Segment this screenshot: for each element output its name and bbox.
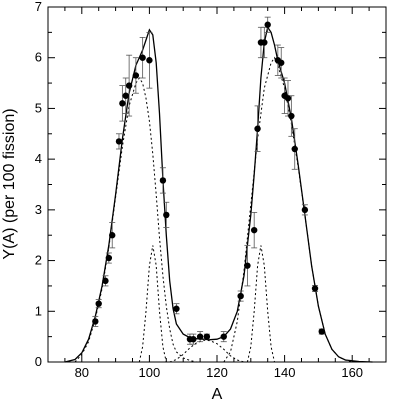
data-point xyxy=(102,277,109,285)
data-point xyxy=(196,333,204,340)
data-point xyxy=(139,54,146,61)
y-tick-label: 6 xyxy=(35,50,42,65)
data-point xyxy=(119,100,126,107)
component-curve-4 xyxy=(246,245,275,363)
data-point xyxy=(132,72,140,79)
data-point xyxy=(311,285,319,292)
y-tick-label: 3 xyxy=(35,202,42,217)
data-point xyxy=(173,305,180,312)
data-point xyxy=(288,112,295,120)
data-point xyxy=(159,177,167,184)
x-axis-label: A xyxy=(212,386,223,403)
data-point xyxy=(284,95,292,102)
data-point xyxy=(250,226,258,234)
total-fit-line xyxy=(64,25,373,363)
data-point xyxy=(254,125,261,132)
curves-layer xyxy=(64,25,373,363)
plot-frame xyxy=(47,6,387,363)
component-curve-2 xyxy=(138,245,167,363)
x-tick-label: 80 xyxy=(75,365,89,380)
y-tick-label: 1 xyxy=(35,303,42,318)
data-point xyxy=(190,335,197,343)
data-point xyxy=(278,59,285,66)
error-bars-layer xyxy=(92,16,325,345)
data-point xyxy=(125,82,133,89)
x-tick-label: 140 xyxy=(274,365,296,380)
data-point xyxy=(115,138,123,145)
x-tick-label: 160 xyxy=(341,365,363,380)
data-point xyxy=(264,21,271,28)
data-point xyxy=(95,300,102,307)
data-point xyxy=(220,333,227,340)
data-point xyxy=(203,333,211,340)
data-point xyxy=(244,262,251,269)
data-point xyxy=(318,328,325,335)
component-curve-3 xyxy=(169,339,245,363)
data-point xyxy=(261,39,268,46)
y-tick-label: 7 xyxy=(35,0,42,14)
y-axis-label: Y(A) (per 100 fission) xyxy=(1,108,18,259)
data-point xyxy=(109,232,116,239)
data-point xyxy=(301,206,309,214)
x-tick-label: 100 xyxy=(139,365,161,380)
data-point xyxy=(122,92,129,99)
data-point xyxy=(146,57,153,64)
data-point xyxy=(92,318,99,325)
data-point xyxy=(237,292,244,300)
x-tick-label: 120 xyxy=(206,365,228,380)
data-point xyxy=(105,254,113,262)
y-tick-label: 5 xyxy=(35,100,42,115)
ticks-layer: 80 100 120 140 160 0 1 2 3 4 5 6 7 xyxy=(35,0,387,380)
data-points-layer xyxy=(92,21,325,343)
y-tick-label: 0 xyxy=(35,354,42,369)
component-curve-1 xyxy=(74,77,197,363)
y-tick-label: 2 xyxy=(35,253,42,268)
y-tick-label: 4 xyxy=(35,151,42,166)
data-point xyxy=(291,145,298,153)
axes-layer xyxy=(47,6,387,363)
data-point xyxy=(163,211,170,219)
